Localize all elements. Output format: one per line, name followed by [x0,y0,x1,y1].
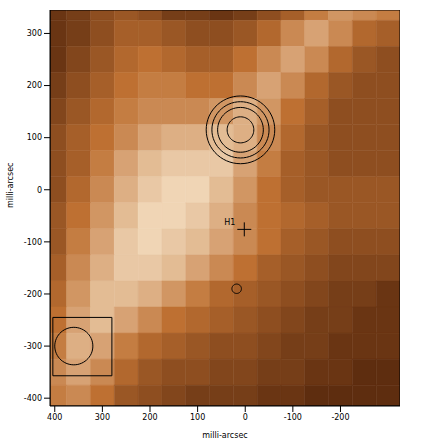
svg-text:-100: -100 [284,413,302,422]
svg-text:200: 200 [142,413,157,422]
svg-text:milli-arcsec: milli-arcsec [6,163,15,208]
svg-text:-100: -100 [24,238,42,247]
svg-text:200: 200 [27,81,42,90]
svg-text:100: 100 [27,133,42,142]
svg-text:400: 400 [47,413,62,422]
svg-text:300: 300 [95,413,110,422]
svg-text:0: 0 [37,186,42,195]
svg-text:-300: -300 [24,342,42,351]
svg-text:-400: -400 [24,394,42,403]
svg-text:H1: H1 [224,218,235,227]
svg-text:-200: -200 [24,290,42,299]
svg-text:100: 100 [190,413,205,422]
svg-text:milli-arcsec: milli-arcsec [202,431,247,440]
svg-text:-200: -200 [331,413,349,422]
svg-text:0: 0 [243,413,248,422]
svg-text:300: 300 [27,29,42,38]
